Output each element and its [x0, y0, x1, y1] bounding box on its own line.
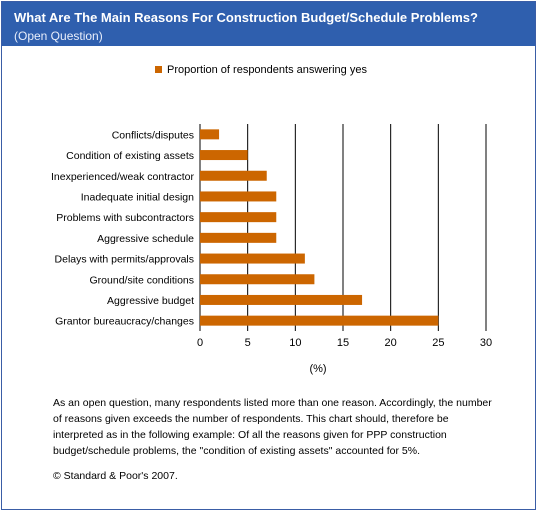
- header-bar: What Are The Main Reasons For Constructi…: [2, 2, 535, 46]
- x-axis-label: (%): [309, 363, 326, 375]
- category-label: Aggressive schedule: [97, 233, 194, 245]
- bar: [200, 150, 248, 161]
- category-label: Inexperienced/weak contractor: [51, 171, 194, 183]
- x-tick-label: 20: [385, 337, 397, 349]
- x-tick-label: 0: [197, 337, 203, 349]
- category-labels: Conflicts/disputes Condition of existing …: [51, 129, 194, 327]
- bar: [200, 294, 363, 305]
- category-label: Ground/site conditions: [90, 274, 194, 286]
- chart-subtitle: (Open Question): [14, 29, 103, 43]
- x-tick-label: 5: [245, 337, 251, 349]
- footnote: As an open question, many respondents li…: [53, 397, 492, 457]
- x-tick-label: 25: [432, 337, 444, 349]
- bar: [200, 232, 277, 243]
- bars: [200, 129, 439, 326]
- legend-label: Proportion of respondents answering yes: [167, 64, 367, 76]
- bar: [200, 315, 439, 326]
- bar: [200, 129, 220, 140]
- bar: [200, 212, 277, 223]
- category-label: Conflicts/disputes: [112, 129, 194, 141]
- x-tick-label: 15: [337, 337, 349, 349]
- bar: [200, 274, 315, 285]
- bar: [200, 191, 277, 202]
- chart-title: What Are The Main Reasons For Constructi…: [14, 10, 478, 25]
- legend-swatch: [155, 66, 162, 73]
- category-label: Grantor bureaucracy/changes: [55, 316, 194, 328]
- category-label: Condition of existing assets: [66, 150, 194, 162]
- x-tick-label: 30: [480, 337, 492, 349]
- category-label: Aggressive budget: [107, 295, 194, 307]
- bar-chart: Proportion of respondents answering yes …: [51, 64, 492, 375]
- x-tick-labels: 0 5 10 15 20 25 30: [197, 337, 492, 349]
- legend: Proportion of respondents answering yes: [155, 64, 367, 76]
- bar: [200, 253, 305, 264]
- chart-panel: What Are The Main Reasons For Constructi…: [1, 1, 536, 510]
- x-tick-label: 10: [289, 337, 301, 349]
- category-label: Inadequate initial design: [81, 191, 194, 203]
- category-label: Delays with permits/approvals: [55, 254, 194, 266]
- bar: [200, 170, 267, 181]
- category-label: Problems with subcontractors: [56, 212, 194, 224]
- copyright-text: © Standard & Poor's 2007.: [53, 470, 178, 482]
